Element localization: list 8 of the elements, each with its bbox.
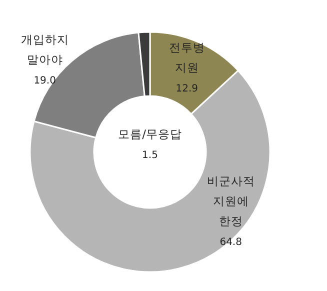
data-label: 1.5 bbox=[142, 150, 158, 161]
data-label: 12.9 bbox=[176, 84, 198, 95]
data-label: 64.8 bbox=[220, 236, 242, 248]
slice-label: 모름/무응답 bbox=[118, 127, 182, 141]
slice-label: 전투병 지원 bbox=[168, 40, 205, 75]
slice-label: 개입하지 말아야 bbox=[20, 32, 69, 67]
data-label: 19.0 bbox=[34, 76, 56, 87]
slice-label: 비군사적 지원에 한정 bbox=[206, 174, 255, 228]
